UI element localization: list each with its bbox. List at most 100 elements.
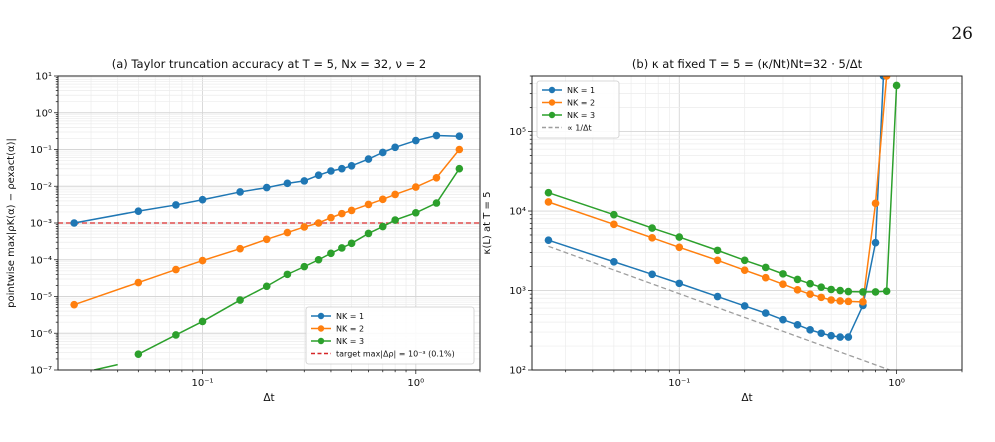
data-point bbox=[134, 207, 143, 215]
data-point bbox=[198, 317, 207, 326]
chart-title: (a) Taylor truncation accuracy at T = 5,… bbox=[112, 57, 426, 71]
data-point bbox=[391, 190, 399, 199]
data-point bbox=[262, 282, 271, 291]
data-point bbox=[327, 167, 335, 175]
data-point bbox=[844, 287, 853, 296]
legend: NK = 1 NK = 2 NK = 3 ∝ 1/Δt bbox=[536, 80, 620, 139]
y-axis-label: κ(L) at T = 5 bbox=[482, 192, 493, 255]
data-point bbox=[134, 278, 143, 287]
data-point bbox=[432, 131, 441, 140]
page-number: 26 bbox=[951, 24, 973, 44]
legend-label: ∝ 1/Δt bbox=[567, 124, 592, 133]
legend-swatch-marker bbox=[548, 99, 556, 106]
legend-label: NK = 1 bbox=[567, 86, 595, 95]
data-point bbox=[378, 195, 387, 204]
x-tick-label: 10⁻¹ bbox=[192, 378, 214, 389]
legend-label: NK = 3 bbox=[567, 111, 595, 120]
data-point bbox=[882, 287, 891, 296]
panel-b: 10⁻¹ 10⁰ 10² 10³ 10⁴ 10⁵ (b) κ at fixed T = 5 … bbox=[482, 57, 963, 404]
legend-label: NK = 3 bbox=[336, 337, 364, 346]
data-point bbox=[544, 236, 553, 244]
data-point bbox=[827, 331, 835, 340]
y-tick-label: 10⁻² bbox=[30, 182, 52, 193]
legend-box bbox=[536, 80, 620, 139]
data-point bbox=[283, 228, 292, 237]
data-point bbox=[172, 201, 180, 209]
data-point bbox=[836, 297, 844, 305]
data-point bbox=[793, 321, 802, 329]
data-point bbox=[761, 273, 770, 282]
data-point bbox=[432, 173, 441, 182]
data-point bbox=[378, 222, 387, 231]
data-point bbox=[779, 270, 787, 278]
data-point bbox=[648, 224, 656, 232]
y-tick-label: 10⁻⁴ bbox=[30, 255, 52, 266]
data-point bbox=[761, 309, 770, 317]
data-point bbox=[432, 199, 441, 207]
data-point bbox=[338, 164, 346, 173]
data-point bbox=[262, 235, 271, 244]
reference-line bbox=[548, 245, 890, 370]
data-point bbox=[412, 183, 420, 191]
legend-swatch-marker bbox=[548, 86, 556, 94]
data-point bbox=[806, 326, 814, 334]
data-point bbox=[262, 183, 271, 192]
data-point bbox=[675, 233, 684, 241]
data-point bbox=[198, 256, 207, 265]
series-line bbox=[93, 363, 118, 370]
legend-swatch-marker bbox=[317, 337, 325, 345]
data-point bbox=[455, 132, 464, 141]
x-tick-label: 10⁰ bbox=[888, 378, 905, 389]
data-point bbox=[779, 280, 787, 289]
data-point bbox=[713, 256, 722, 265]
legend-label: NK = 2 bbox=[336, 325, 364, 334]
data-point bbox=[391, 143, 399, 152]
ticks bbox=[54, 75, 481, 374]
data-point bbox=[827, 285, 835, 294]
data-point bbox=[338, 209, 346, 218]
series-2 bbox=[70, 145, 464, 309]
data-point bbox=[713, 292, 722, 301]
data-point bbox=[544, 188, 553, 197]
y-tick-label: 10⁵ bbox=[509, 127, 526, 138]
y-tick-label: 10⁻⁶ bbox=[30, 329, 52, 340]
data-point bbox=[283, 270, 292, 279]
data-point bbox=[844, 297, 853, 306]
data-point bbox=[172, 331, 180, 339]
data-point bbox=[817, 293, 826, 302]
y-tick-label: 10⁻¹ bbox=[30, 145, 52, 156]
data-point bbox=[817, 283, 826, 292]
legend-swatch-marker bbox=[548, 111, 556, 119]
data-point bbox=[544, 198, 553, 206]
data-point bbox=[871, 288, 880, 296]
data-point bbox=[455, 164, 464, 173]
x-axis-label: Δt bbox=[741, 392, 752, 404]
data-point bbox=[327, 249, 335, 258]
data-point bbox=[455, 145, 464, 154]
plot-area bbox=[544, 76, 901, 370]
data-point bbox=[806, 279, 814, 288]
data-point bbox=[648, 234, 656, 242]
data-point bbox=[300, 262, 309, 271]
data-point bbox=[314, 255, 323, 264]
data-point bbox=[713, 246, 722, 255]
data-point bbox=[871, 238, 880, 247]
series-3 bbox=[544, 81, 901, 296]
data-point bbox=[327, 213, 335, 222]
data-point bbox=[134, 350, 143, 358]
ticks bbox=[528, 75, 963, 374]
data-point bbox=[338, 244, 346, 252]
data-point bbox=[236, 188, 244, 196]
series-3 bbox=[134, 164, 464, 358]
data-point bbox=[827, 296, 835, 304]
data-point bbox=[610, 210, 618, 219]
legend-swatch-marker bbox=[317, 312, 325, 320]
data-point bbox=[892, 81, 901, 90]
data-point bbox=[610, 220, 618, 229]
legend-label: NK = 1 bbox=[336, 312, 364, 321]
grid bbox=[532, 75, 963, 371]
data-point bbox=[844, 333, 853, 341]
data-point bbox=[378, 148, 387, 157]
series-1 bbox=[544, 76, 888, 341]
